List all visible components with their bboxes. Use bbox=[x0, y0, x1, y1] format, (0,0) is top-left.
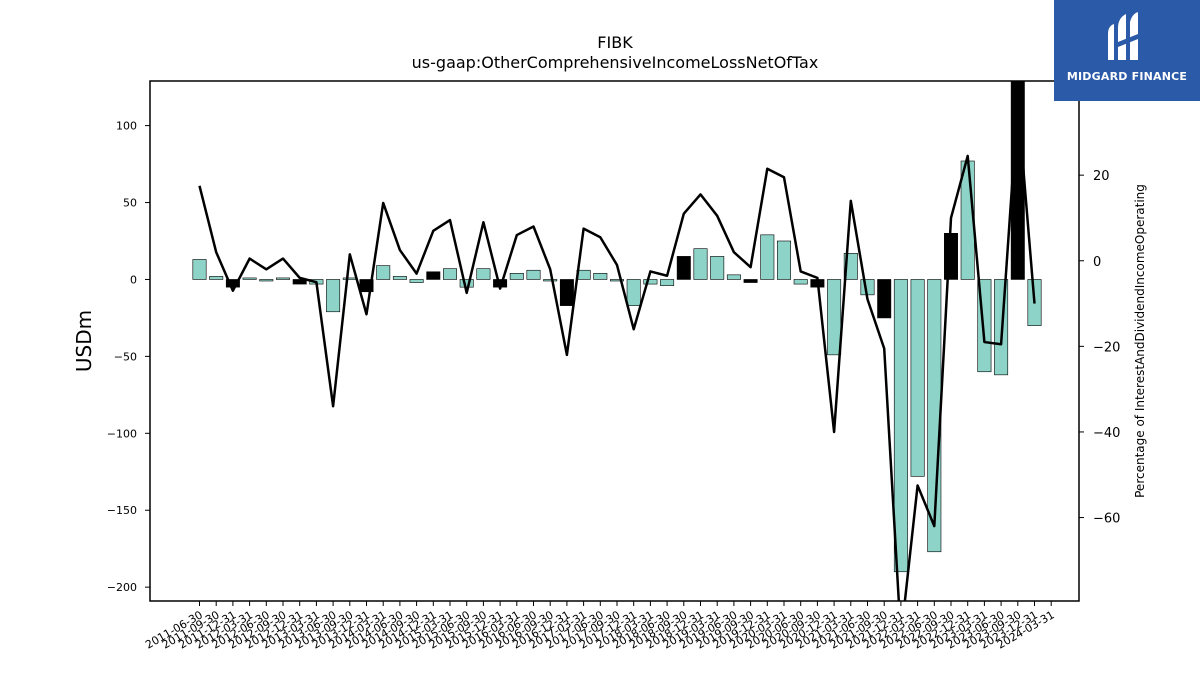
y2-tick-label: −40 bbox=[1093, 426, 1120, 441]
y-tick-label: 100 bbox=[116, 120, 137, 133]
bar bbox=[610, 279, 624, 282]
bar bbox=[693, 248, 708, 280]
bar bbox=[342, 277, 357, 280]
bar bbox=[710, 256, 725, 280]
y2-tick-label: 0 bbox=[1093, 255, 1101, 270]
bar bbox=[893, 279, 908, 573]
bar bbox=[726, 274, 741, 280]
y2-axis-label: Percentage of InterestAndDividendIncomeO… bbox=[1133, 184, 1147, 498]
bar bbox=[392, 276, 407, 280]
bar bbox=[242, 277, 257, 280]
right-axis: 20 0 −20 −40 −60 bbox=[1079, 169, 1120, 527]
y2-tick-label: −60 bbox=[1093, 512, 1120, 527]
bar bbox=[626, 279, 641, 306]
y-axis-label: USDm bbox=[72, 310, 96, 372]
y-tick-label: 0 bbox=[130, 273, 137, 286]
bar bbox=[276, 277, 290, 280]
bar bbox=[509, 273, 524, 280]
y-tick-label: −100 bbox=[107, 427, 137, 440]
bar bbox=[543, 279, 558, 282]
bar bbox=[827, 279, 842, 356]
bar bbox=[643, 279, 658, 285]
bars-layer bbox=[192, 81, 1042, 573]
bar bbox=[877, 279, 892, 319]
bar bbox=[259, 279, 274, 282]
bar bbox=[760, 234, 775, 280]
y2-tick-label: 20 bbox=[1093, 169, 1110, 184]
bar bbox=[526, 269, 541, 280]
bar bbox=[225, 279, 240, 288]
line-layer bbox=[198, 101, 1036, 601]
y-tick-label: −150 bbox=[107, 504, 137, 517]
bar bbox=[426, 271, 441, 280]
bar bbox=[743, 279, 758, 283]
bar bbox=[459, 279, 474, 288]
bar bbox=[476, 268, 491, 280]
bar bbox=[192, 259, 207, 280]
bar bbox=[559, 279, 574, 306]
bar bbox=[376, 265, 391, 280]
chart-subtitle: us-gaap:OtherComprehensiveIncomeLossNetO… bbox=[412, 53, 819, 72]
x-axis: 2011-06-302011-09-302011-12-312012-03-31… bbox=[143, 601, 1057, 652]
bar bbox=[593, 273, 608, 280]
bar bbox=[910, 279, 925, 477]
midgard-logo-icon bbox=[1108, 12, 1138, 60]
bar bbox=[793, 279, 808, 285]
bar bbox=[777, 240, 791, 280]
y-tick-label: −50 bbox=[114, 350, 137, 363]
bar bbox=[409, 279, 424, 283]
y-tick-label: 50 bbox=[123, 197, 137, 210]
left-axis: 100 50 0 −50 −100 −150 −200 bbox=[107, 120, 150, 594]
chart-title: FIBK bbox=[597, 33, 633, 52]
bar bbox=[326, 279, 341, 313]
brand-name: MIDGARD FINANCE bbox=[1066, 70, 1188, 83]
line-series bbox=[198, 101, 1036, 601]
bar bbox=[292, 279, 307, 285]
bar bbox=[660, 279, 675, 286]
bar bbox=[443, 268, 457, 280]
plot-frame bbox=[149, 80, 1080, 602]
bar bbox=[676, 256, 691, 280]
brand-logo: MIDGARD FINANCE bbox=[1054, 0, 1200, 101]
y-tick-label: −200 bbox=[107, 581, 137, 594]
bar bbox=[209, 276, 224, 280]
y2-tick-label: −20 bbox=[1093, 340, 1120, 355]
